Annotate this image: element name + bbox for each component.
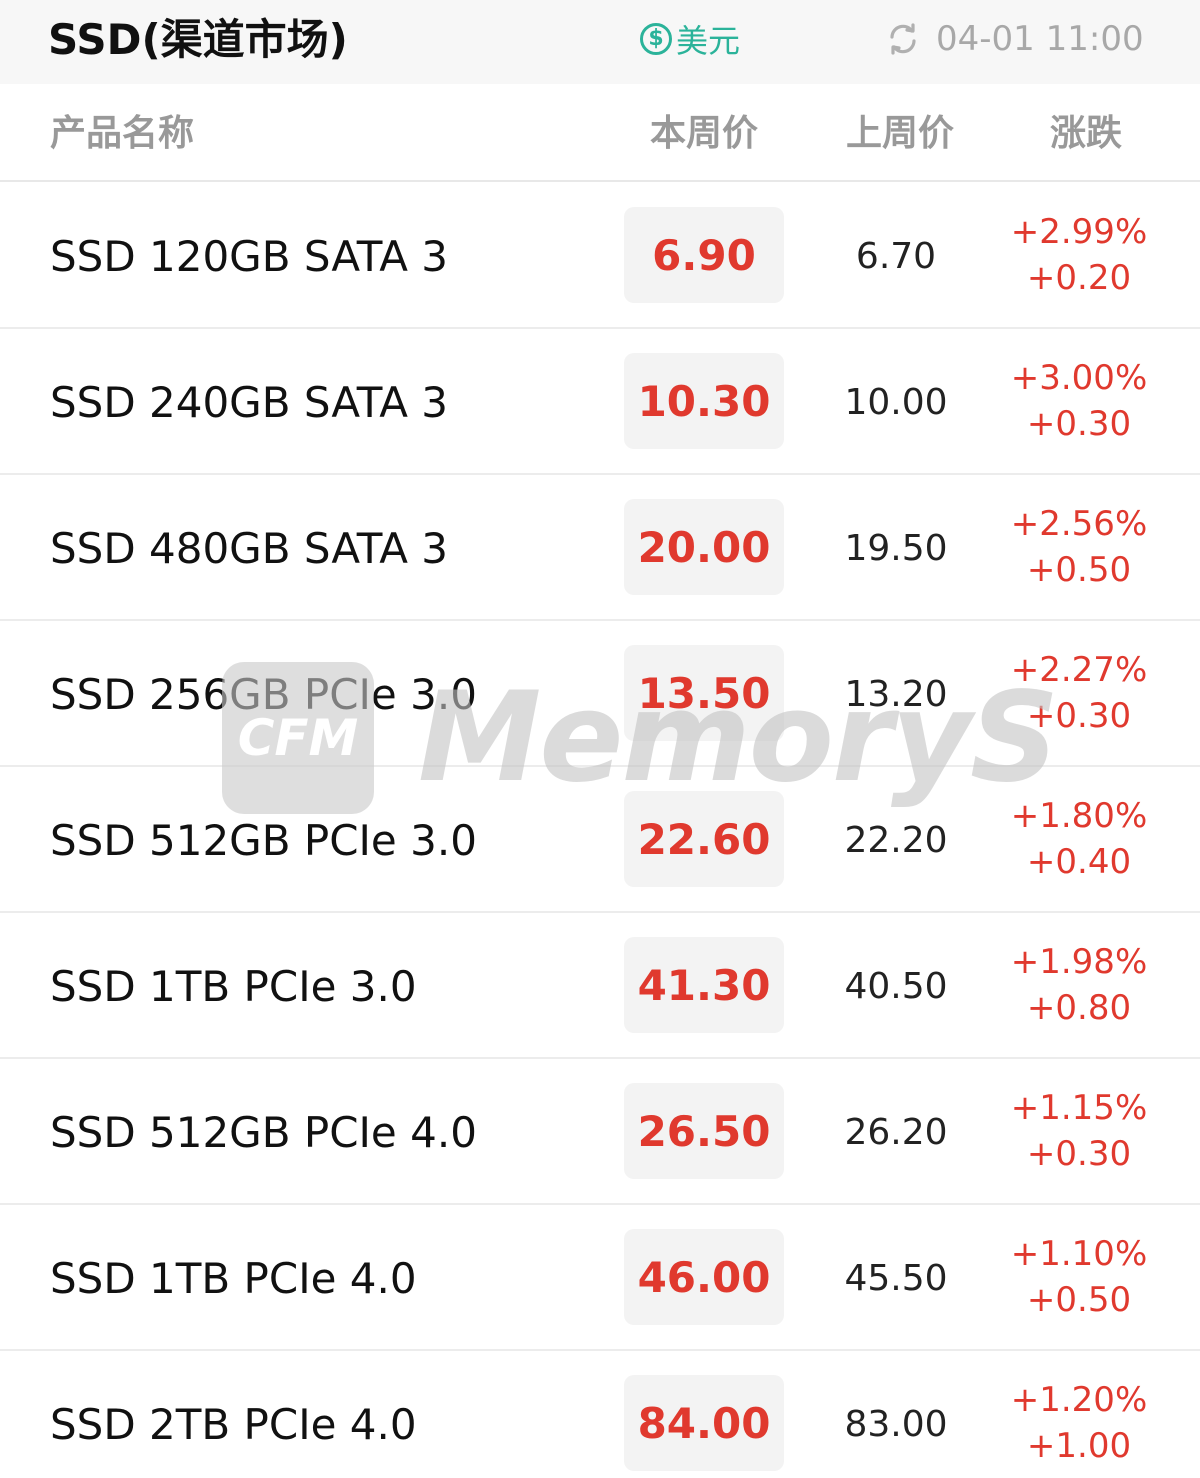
col-header-change[interactable]: 涨跌 [1050, 113, 1123, 154]
product-name: SSD 256GB PCIe 3.0 [50, 669, 477, 719]
this-week-price: 46.00 [624, 1229, 784, 1325]
change-percent: +2.27% [1010, 650, 1148, 690]
table-row[interactable]: SSD 512GB PCIe 4.0 26.50 26.20 +1.15% +0… [0, 1059, 1200, 1205]
price-change: +1.98% +0.80 [996, 939, 1162, 1031]
change-amount: +0.50 [1026, 550, 1132, 590]
price-change: +2.56% +0.50 [996, 501, 1162, 593]
this-week-price: 13.50 [624, 645, 784, 741]
product-name: SSD 120GB SATA 3 [50, 231, 448, 281]
table-row[interactable]: SSD 512GB PCIe 3.0 22.60 22.20 +1.80% +0… [0, 767, 1200, 913]
change-amount: +0.30 [1026, 404, 1132, 444]
this-week-price: 20.00 [624, 499, 784, 595]
change-amount: +0.80 [1026, 988, 1132, 1028]
col-header-this-week[interactable]: 本周价 [650, 113, 759, 154]
change-percent: +1.15% [1010, 1088, 1148, 1128]
table-row[interactable]: SSD 2TB PCIe 4.0 84.00 83.00 +1.20% +1.0… [0, 1351, 1200, 1478]
top-bar: SSD(渠道市场) $ 美元 04-01 11:00 [0, 0, 1200, 84]
table-row[interactable]: SSD 1TB PCIe 4.0 46.00 45.50 +1.10% +0.5… [0, 1205, 1200, 1351]
price-change: +2.99% +0.20 [996, 209, 1162, 301]
last-week-price: 45.50 [844, 1257, 948, 1299]
change-percent: +2.56% [1010, 504, 1148, 544]
price-change: +3.00% +0.30 [996, 355, 1162, 447]
update-time: 04-01 11:00 [936, 19, 1144, 59]
this-week-price: 41.30 [624, 937, 784, 1033]
change-percent: +1.10% [1010, 1234, 1148, 1274]
last-week-price: 22.20 [844, 819, 948, 861]
product-name: SSD 512GB PCIe 4.0 [50, 1107, 477, 1157]
currency-label: 美元 [676, 22, 741, 60]
change-percent: +1.98% [1010, 942, 1148, 982]
price-change: +1.10% +0.50 [996, 1231, 1162, 1323]
last-week-price: 83.00 [844, 1403, 948, 1445]
last-week-price: 6.70 [855, 235, 937, 277]
this-week-price: 26.50 [624, 1083, 784, 1179]
change-percent: +3.00% [1010, 358, 1148, 398]
price-change: +1.15% +0.30 [996, 1085, 1162, 1177]
refresh-icon[interactable] [886, 22, 920, 56]
product-name: SSD 512GB PCIe 3.0 [50, 815, 477, 865]
change-amount: +0.30 [1026, 696, 1132, 736]
change-amount: +0.50 [1026, 1280, 1132, 1320]
change-percent: +1.20% [1010, 1380, 1148, 1420]
update-info: 04-01 11:00 [886, 17, 1144, 61]
table-row[interactable]: SSD 480GB SATA 3 20.00 19.50 +2.56% +0.5… [0, 475, 1200, 621]
change-percent: +2.99% [1010, 212, 1148, 252]
this-week-price: 10.30 [624, 353, 784, 449]
product-name: SSD 2TB PCIe 4.0 [50, 1399, 417, 1449]
last-week-price: 10.00 [844, 381, 948, 423]
table-row[interactable]: SSD 1TB PCIe 3.0 41.30 40.50 +1.98% +0.8… [0, 913, 1200, 1059]
this-week-price: 84.00 [624, 1375, 784, 1471]
price-change: +2.27% +0.30 [996, 647, 1162, 739]
change-amount: +0.40 [1026, 842, 1132, 882]
table-row[interactable]: SSD 120GB SATA 3 6.90 6.70 +2.99% +0.20 [0, 183, 1200, 329]
change-amount: +0.30 [1026, 1134, 1132, 1174]
currency-toggle[interactable]: $ 美元 [640, 17, 740, 61]
page-title: SSD(渠道市场) [48, 15, 348, 64]
product-name: SSD 1TB PCIe 3.0 [50, 961, 417, 1011]
price-change: +1.20% +1.00 [996, 1377, 1162, 1469]
last-week-price: 40.50 [844, 965, 948, 1007]
last-week-price: 19.50 [844, 527, 948, 569]
product-name: SSD 480GB SATA 3 [50, 523, 448, 573]
table-row[interactable]: SSD 240GB SATA 3 10.30 10.00 +3.00% +0.3… [0, 329, 1200, 475]
price-table: SSD 120GB SATA 3 6.90 6.70 +2.99% +0.20 … [0, 183, 1200, 1478]
last-week-price: 26.20 [844, 1111, 948, 1153]
this-week-price: 6.90 [624, 207, 784, 303]
table-row[interactable]: SSD 256GB PCIe 3.0 13.50 13.20 +2.27% +0… [0, 621, 1200, 767]
this-week-price: 22.60 [624, 791, 784, 887]
product-name: SSD 240GB SATA 3 [50, 377, 448, 427]
table-header: 产品名称 本周价 上周价 涨跌 [0, 84, 1200, 182]
change-amount: +1.00 [1026, 1426, 1132, 1466]
last-week-price: 13.20 [844, 673, 948, 715]
product-name: SSD 1TB PCIe 4.0 [50, 1253, 417, 1303]
price-change: +1.80% +0.40 [996, 793, 1162, 885]
dollar-coin-icon: $ [640, 23, 672, 55]
col-header-last-week[interactable]: 上周价 [846, 113, 955, 154]
change-amount: +0.20 [1026, 258, 1132, 298]
change-percent: +1.80% [1010, 796, 1148, 836]
col-header-name: 产品名称 [50, 113, 195, 154]
